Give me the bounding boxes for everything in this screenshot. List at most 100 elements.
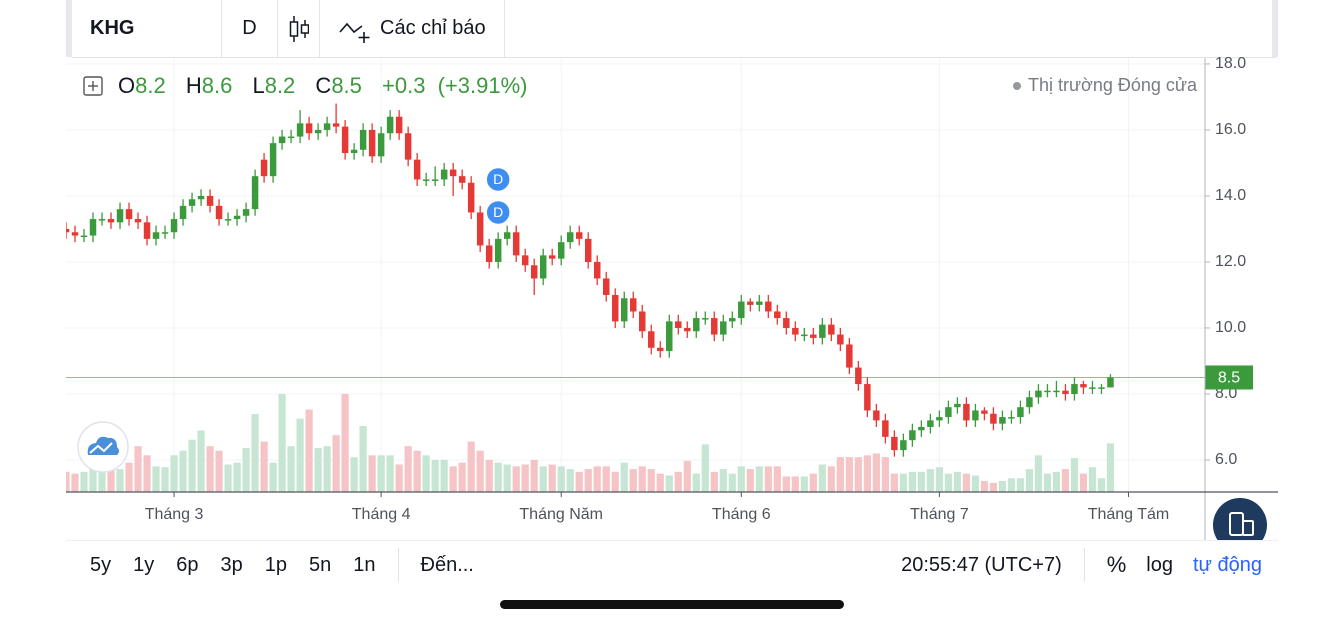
y-tick-label: 6.0 — [1215, 451, 1237, 468]
volume-bar — [224, 464, 232, 492]
range-button[interactable]: 6p — [176, 553, 199, 576]
share-button[interactable] — [1213, 498, 1267, 540]
candle-body — [170, 219, 178, 233]
volume-bar — [989, 482, 998, 492]
volume-bar — [863, 455, 871, 492]
volume-bar — [962, 473, 970, 492]
ohlc-text: O8.2 H8.6 L8.2 C8.5 +0.3 (+3.91%) — [118, 73, 527, 98]
event-marker[interactable] — [485, 166, 511, 193]
candle-body — [675, 321, 682, 328]
logo-cloud — [87, 436, 119, 455]
candle-body — [485, 245, 493, 262]
volume-bar — [764, 466, 772, 492]
candle-body — [648, 331, 655, 348]
candle-body — [936, 417, 943, 421]
candle-body — [1089, 387, 1096, 389]
candle-body — [431, 179, 439, 181]
volume-bar — [404, 446, 412, 492]
volume-bar — [575, 471, 583, 492]
candle-body — [296, 123, 304, 137]
event-label: D — [493, 171, 503, 187]
symbol-button[interactable]: KHG — [72, 0, 222, 57]
volume-bar — [1097, 478, 1106, 492]
candle-body — [503, 232, 511, 239]
range-button[interactable]: 1p — [264, 553, 287, 576]
volume-bar — [908, 471, 916, 492]
candle-body — [837, 334, 844, 345]
chart-type-button[interactable] — [278, 0, 320, 57]
candle-layer — [66, 103, 1114, 457]
volume-bar — [935, 467, 943, 492]
x-tick-label: Tháng 3 — [145, 506, 204, 523]
volume-bar — [431, 459, 439, 492]
candle-body — [125, 209, 133, 220]
candle-body — [521, 255, 529, 266]
volume-bar — [926, 469, 934, 492]
range-button[interactable]: 1n — [353, 553, 376, 576]
symbol: KHG — [90, 17, 135, 39]
volume-bar — [494, 462, 502, 492]
candle-body — [548, 255, 556, 259]
toolbar: KHG D Các chỉ báo — [72, 0, 1276, 58]
volume-bar — [566, 469, 574, 492]
candle-body — [350, 149, 358, 154]
candle-body — [1017, 407, 1024, 418]
volume-bar — [899, 473, 907, 492]
volume-bar — [197, 430, 205, 492]
interval-button[interactable]: D — [222, 0, 278, 57]
volume-bar — [458, 462, 466, 492]
candle-body — [765, 301, 772, 312]
y-tick-label: 18.0 — [1215, 55, 1246, 72]
volume-bar — [1106, 443, 1115, 492]
volume-bar — [440, 459, 448, 492]
candle-body — [323, 123, 331, 130]
change-pct: (+3.91%) — [438, 73, 528, 98]
percent-button[interactable]: % — [1106, 552, 1127, 577]
candle-body — [584, 238, 592, 262]
share-icon — [1242, 520, 1254, 536]
candle-body — [368, 129, 376, 157]
event-label: D — [493, 204, 503, 220]
goto-button[interactable]: Đến... — [420, 553, 474, 576]
event-marker[interactable] — [485, 199, 511, 226]
candle-body — [1071, 384, 1078, 394]
range-button[interactable]: 1y — [133, 553, 155, 576]
auto-button[interactable]: tự động — [1193, 553, 1262, 576]
range-button[interactable]: 5n — [309, 553, 332, 576]
volume-bar — [260, 441, 268, 492]
candle-body — [783, 318, 790, 328]
volume-bar — [386, 455, 394, 492]
range-button[interactable]: 5y — [90, 553, 112, 576]
x-tick-label: Tháng Tám — [1088, 506, 1170, 523]
volume-bar — [746, 469, 754, 492]
volume-bar — [530, 459, 538, 492]
indicators-button[interactable]: Các chỉ báo — [320, 0, 505, 57]
candle-body — [413, 159, 421, 180]
volume-bar — [71, 473, 79, 492]
volume-bar — [251, 414, 259, 492]
expand-icon[interactable] — [83, 76, 103, 96]
volume-bar — [395, 464, 403, 492]
logo-button[interactable] — [77, 421, 129, 473]
candle-body — [909, 430, 916, 441]
candle-body — [260, 159, 268, 177]
candle-body — [143, 222, 151, 239]
candle-body — [918, 426, 925, 431]
volume-bar — [656, 473, 664, 492]
candle-body — [593, 261, 601, 279]
volume-bar — [314, 448, 322, 492]
candle-body — [251, 176, 259, 210]
volume-bar — [737, 466, 745, 492]
separator — [397, 548, 399, 582]
range-button[interactable]: 3p — [220, 553, 243, 576]
log-button[interactable]: log — [1146, 553, 1173, 576]
candle-body — [1098, 387, 1105, 389]
volume-bar — [206, 446, 214, 492]
volume-bar — [143, 455, 151, 492]
volume-bar — [233, 462, 241, 492]
volume-bar — [134, 446, 142, 492]
candle-body — [1044, 390, 1051, 393]
volume-bar — [890, 473, 898, 492]
volume-bar — [422, 455, 430, 492]
candle-body — [458, 176, 466, 183]
